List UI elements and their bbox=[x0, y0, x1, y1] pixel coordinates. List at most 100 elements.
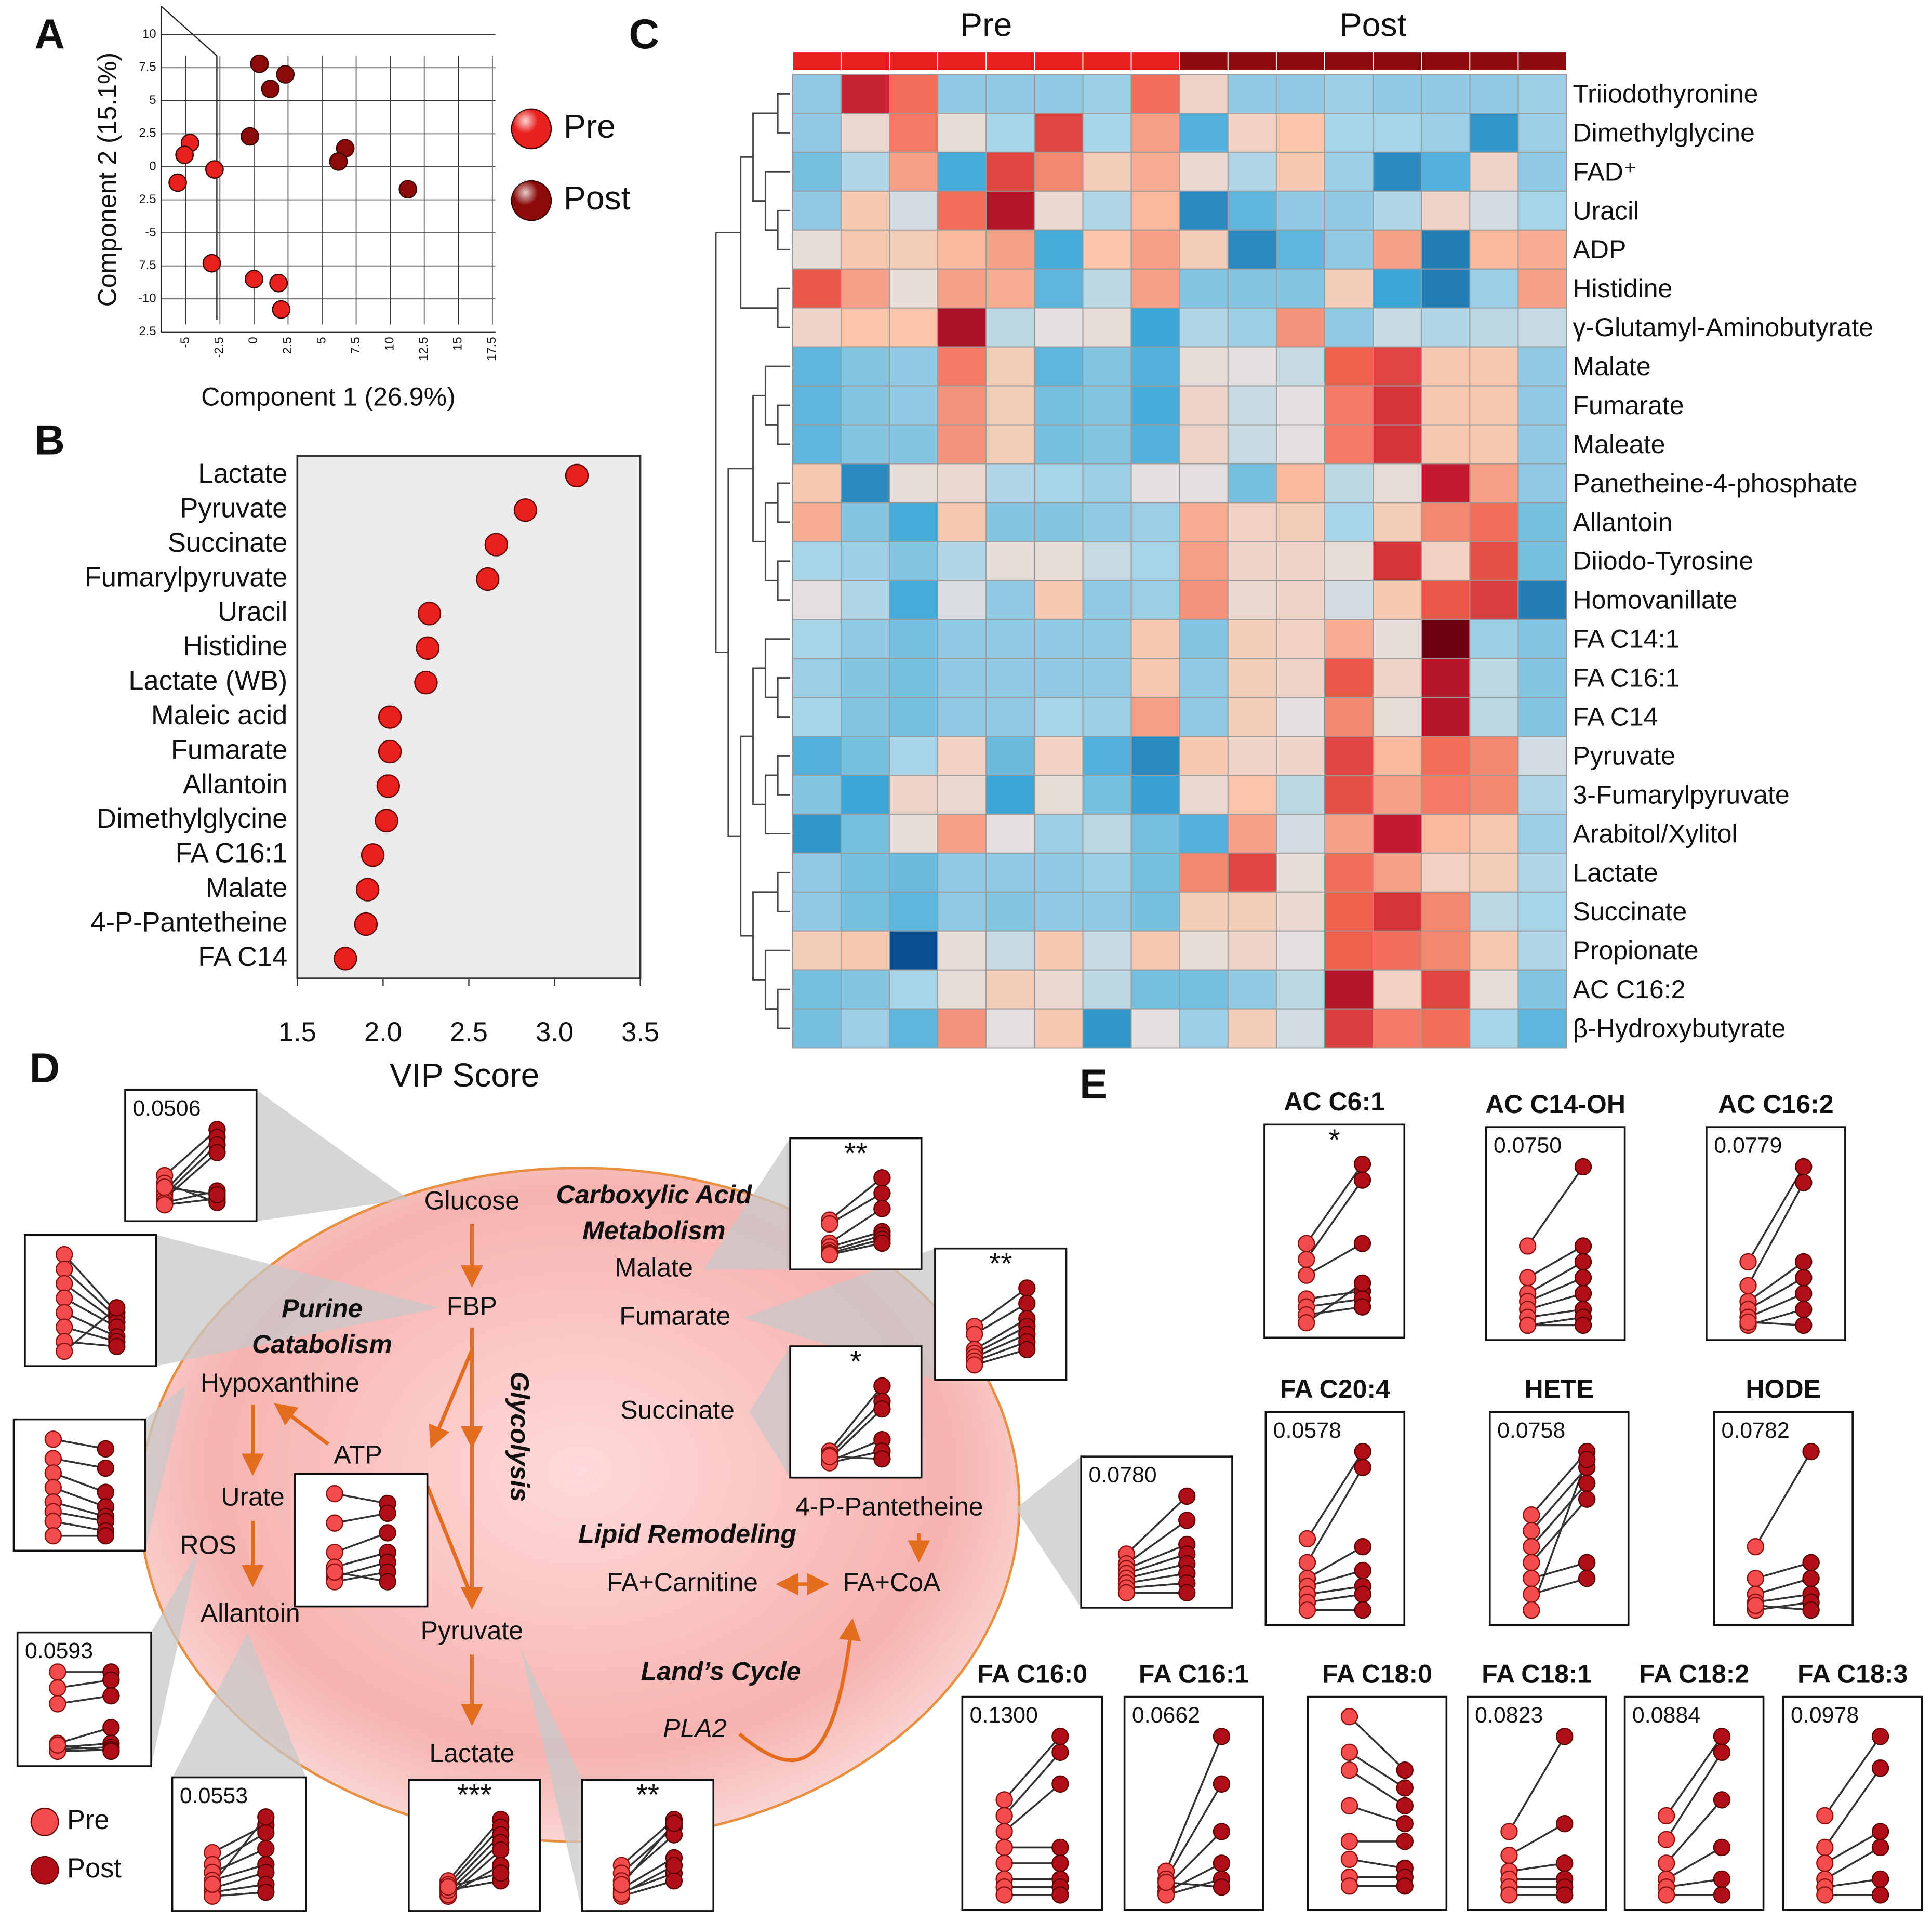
cell bbox=[840, 775, 890, 815]
pathway-node: Urate bbox=[221, 1482, 284, 1511]
cell bbox=[1469, 852, 1519, 893]
post-dot bbox=[1213, 1878, 1231, 1896]
post-dot bbox=[1795, 1253, 1813, 1271]
cell bbox=[1130, 1008, 1180, 1049]
cell bbox=[792, 229, 842, 270]
pre-dot bbox=[326, 1485, 343, 1503]
pre-dot bbox=[612, 1876, 631, 1893]
pathway-section: Carboxylic Acid bbox=[556, 1180, 753, 1209]
p-value: * bbox=[850, 1345, 861, 1378]
cell bbox=[985, 813, 1035, 854]
pre-dot bbox=[1523, 1538, 1540, 1556]
cell bbox=[1275, 736, 1325, 776]
pre-dot bbox=[1519, 1237, 1537, 1255]
post-dot bbox=[873, 1184, 891, 1202]
p-value: 0.0823 bbox=[1475, 1703, 1543, 1728]
cell bbox=[985, 229, 1035, 270]
cell bbox=[1227, 580, 1277, 620]
cell bbox=[1324, 113, 1374, 153]
pre-dot bbox=[56, 1318, 73, 1336]
cell bbox=[1034, 775, 1084, 815]
cell bbox=[1130, 930, 1180, 971]
pathway-node: PLA2 bbox=[663, 1714, 727, 1743]
pair-line bbox=[1748, 1277, 1804, 1310]
post-dot bbox=[1713, 1870, 1731, 1888]
pre-dot bbox=[156, 1178, 174, 1196]
panel-label: D bbox=[30, 1045, 60, 1092]
pathway-node: ROS bbox=[180, 1530, 236, 1559]
pair-line bbox=[1508, 1735, 1566, 1832]
dot bbox=[378, 739, 402, 764]
cell bbox=[840, 1008, 890, 1049]
post-dot bbox=[97, 1440, 115, 1458]
pre-dot bbox=[1816, 1854, 1834, 1872]
pointer bbox=[703, 1138, 791, 1270]
pair-line bbox=[974, 1287, 1028, 1328]
post-dot bbox=[208, 1144, 226, 1161]
cell bbox=[985, 151, 1035, 192]
post-dot bbox=[1795, 1174, 1813, 1191]
plot-title: FA C16:0 bbox=[977, 1659, 1087, 1688]
y-tick-label: 0 bbox=[149, 159, 156, 173]
mini-plot-frame bbox=[1623, 1695, 1765, 1911]
p-value: ** bbox=[989, 1247, 1012, 1280]
cell bbox=[792, 813, 842, 854]
cell bbox=[1082, 1008, 1132, 1049]
cell bbox=[1227, 930, 1277, 971]
cell bbox=[840, 891, 890, 932]
dendrogram-branch bbox=[715, 232, 741, 653]
y-tick-label: 2.5 bbox=[139, 192, 156, 206]
pair-line bbox=[52, 1472, 106, 1493]
pair-line bbox=[1305, 1163, 1363, 1244]
cell bbox=[1034, 930, 1084, 971]
cell bbox=[1227, 307, 1277, 348]
cell bbox=[889, 580, 939, 620]
pair-line bbox=[1530, 1498, 1588, 1564]
x-tick-label: 3.5 bbox=[621, 1017, 659, 1048]
cell bbox=[1130, 813, 1180, 854]
row-label: Triiodothyronine bbox=[1573, 79, 1758, 108]
cell bbox=[1275, 541, 1325, 581]
pair-line bbox=[1527, 1308, 1583, 1318]
pair-line bbox=[829, 1242, 883, 1256]
cell bbox=[1179, 969, 1229, 1010]
pair-line bbox=[1824, 1846, 1881, 1880]
cell bbox=[1469, 736, 1519, 776]
pointers bbox=[145, 1090, 1082, 1911]
pair-line bbox=[829, 1230, 883, 1248]
cell bbox=[1421, 1008, 1471, 1049]
pair-line bbox=[1165, 1736, 1223, 1872]
post-dot bbox=[379, 1573, 396, 1591]
pre-dot bbox=[204, 1875, 221, 1893]
x-tick-label: 3.0 bbox=[536, 1017, 574, 1048]
cell bbox=[1179, 307, 1229, 348]
pre-dot bbox=[56, 1342, 73, 1360]
cell bbox=[1469, 113, 1519, 153]
cell bbox=[1275, 268, 1325, 309]
pre-dot bbox=[1298, 1314, 1315, 1332]
cell bbox=[1275, 307, 1325, 348]
cell bbox=[1421, 619, 1471, 659]
arrow bbox=[425, 1486, 474, 1599]
cell bbox=[1373, 1008, 1422, 1049]
p-value: ** bbox=[636, 1779, 660, 1812]
cell bbox=[985, 502, 1035, 542]
cell bbox=[840, 424, 890, 465]
pair-line bbox=[1824, 1735, 1882, 1817]
pre-dot bbox=[1500, 1846, 1518, 1864]
legend-marker bbox=[30, 1856, 59, 1885]
plot-title: HODE bbox=[1746, 1374, 1821, 1403]
cell bbox=[889, 736, 939, 776]
pre-dot bbox=[1739, 1253, 1757, 1271]
cell bbox=[1179, 580, 1229, 620]
pair-line bbox=[1126, 1553, 1188, 1574]
dot bbox=[356, 878, 380, 902]
cell bbox=[1421, 930, 1471, 971]
pair-line bbox=[621, 1864, 675, 1895]
x-tick-label: 12.5 bbox=[417, 337, 431, 361]
cell bbox=[1324, 930, 1374, 971]
cell bbox=[1082, 580, 1132, 620]
pair-line bbox=[164, 1186, 218, 1196]
cell bbox=[792, 891, 842, 932]
pair-line bbox=[52, 1511, 106, 1522]
